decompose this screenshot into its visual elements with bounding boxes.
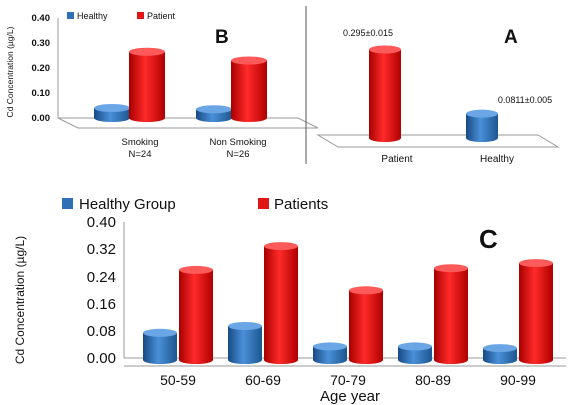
chart-c-ytick: 0.24 — [87, 269, 116, 286]
chart-b-ylabel: Cd Concentration (µg/L) — [5, 26, 15, 117]
chart-c-bar-healthy-3-body — [398, 346, 432, 364]
chart-c-panel-label: C — [479, 224, 498, 254]
chart-b-bar-patient-1-top — [231, 56, 267, 65]
chart-c-bar-healthy-2-top — [313, 342, 347, 351]
chart-c-bar-healthy-0 — [143, 328, 177, 364]
chart-c-xticks: 50-59 60-69 70-79 80-89 90-99 — [160, 372, 536, 388]
chart-c-bar-patient-2 — [349, 286, 383, 364]
legend-label-patients: Patients — [274, 196, 328, 213]
legend-swatch-patients — [258, 198, 269, 209]
chart-a-bar-0 — [369, 45, 401, 142]
chart-a: A 0.295±0.015 0.0811±0.005 Patient Healt… — [316, 27, 560, 165]
chart-a-bar-0-top — [369, 45, 401, 54]
chart-b-ytick: 0.20 — [32, 63, 51, 74]
chart-b-bar-patient-0 — [129, 47, 165, 122]
chart-c-bar-healthy-2 — [313, 342, 347, 364]
legend-label-patient: Patient — [147, 11, 176, 21]
chart-c-bar-patient-1-top — [264, 242, 298, 251]
chart-a-bars — [369, 45, 498, 142]
chart-b-ytick: 0.40 — [32, 13, 51, 24]
chart-c-xtick: 50-59 — [160, 372, 196, 388]
chart-c-bar-patient-2-top — [349, 286, 383, 295]
legend-label-healthy: Healthy — [77, 11, 108, 21]
chart-b-panel-label: B — [215, 27, 229, 48]
chart-c-ylabel: Cd Concentration (µg/L) — [13, 236, 27, 364]
chart-a-data-label: 0.295±0.015 — [343, 28, 393, 38]
chart-c-bar-healthy-3-top — [398, 342, 432, 351]
chart-c-bar-patient-4 — [519, 259, 553, 364]
chart-c-bar-healthy-4-top — [483, 344, 517, 353]
chart-c-bar-healthy-4-body — [483, 348, 517, 364]
chart-a-bar-1-top — [466, 109, 498, 118]
chart-b-bar-patient-1 — [231, 56, 267, 122]
chart-c-bar-patient-1 — [264, 242, 298, 364]
chart-c-xtick: 80-89 — [415, 372, 451, 388]
chart-b-bar-patient-0-top — [129, 47, 165, 56]
chart-b-xtick: N=24 — [129, 149, 152, 160]
chart-c-ytick: 0.16 — [87, 296, 116, 313]
chart-b-bar-healthy-0 — [94, 104, 130, 122]
chart-b-xtick: N=26 — [227, 149, 250, 160]
chart-c-bar-patient-2-body — [349, 290, 383, 364]
chart-c-bar-patient-4-body — [519, 263, 553, 364]
chart-b-bar-healthy-1 — [196, 105, 232, 122]
chart-b-ytick: 0.10 — [32, 88, 51, 99]
chart-a-bar-1 — [466, 109, 498, 142]
chart-c-bar-healthy-3 — [398, 342, 432, 364]
chart-b-bar-patient-1-body — [231, 60, 267, 122]
chart-c-xtick: 60-69 — [245, 372, 281, 388]
chart-a-floor — [316, 134, 560, 148]
chart-c-xtick: 70-79 — [330, 372, 366, 388]
chart-b-xticks: Smoking N=24 Non Smoking N=26 — [122, 137, 267, 160]
chart-c-bar-patient-0-top — [179, 265, 213, 274]
chart-b-bar-patient-0-body — [129, 51, 165, 122]
chart-c-bar-healthy-0-top — [143, 328, 177, 337]
chart-c: Cd Concentration (µg/L) Healthy Group Pa… — [13, 196, 566, 405]
legend-swatch-patient — [137, 12, 144, 19]
chart-a-bar-1-body — [466, 113, 498, 142]
chart-c-xtick: 90-99 — [500, 372, 536, 388]
chart-c-xlabel: Age year — [320, 388, 380, 405]
legend-swatch-healthy — [67, 12, 74, 19]
chart-a-bar-0-body — [369, 49, 401, 142]
chart-c-bar-patient-4-top — [519, 259, 553, 268]
chart-c-bar-healthy-1-body — [228, 326, 262, 364]
chart-b-xtick: Smoking — [122, 137, 159, 148]
chart-c-bar-healthy-1-top — [228, 322, 262, 330]
chart-c-bar-healthy-2-body — [313, 346, 347, 364]
chart-b-ytick: 0.00 — [32, 113, 51, 124]
chart-c-bar-healthy-0-body — [143, 332, 177, 364]
chart-b: 0.00 0.10 0.20 0.30 0.40 Cd Concentratio… — [5, 11, 319, 160]
chart-b-bars — [94, 47, 267, 122]
chart-c-bar-healthy-1 — [228, 322, 262, 364]
chart-c-ytick: 0.40 — [87, 214, 116, 231]
chart-c-bar-patient-3 — [434, 264, 468, 364]
chart-c-bar-patient-3-top — [434, 264, 468, 273]
chart-c-bar-healthy-4 — [483, 344, 517, 364]
chart-b-bar-healthy-0-top — [94, 104, 130, 112]
chart-c-yticks: 0.00 0.08 0.16 0.24 0.32 0.40 — [87, 214, 116, 367]
chart-c-ytick: 0.08 — [87, 323, 116, 340]
chart-b-yticks: 0.00 0.10 0.20 0.30 0.40 — [32, 13, 51, 124]
chart-b-xtick: Non Smoking — [209, 137, 266, 148]
chart-c-bar-patient-0 — [179, 265, 213, 364]
chart-c-bars — [143, 242, 553, 364]
chart-b-bar-healthy-1-top — [196, 105, 232, 114]
legend-label-healthy-group: Healthy Group — [79, 196, 176, 213]
legend-swatch-healthy-group — [62, 198, 73, 209]
chart-c-bar-patient-3-body — [434, 268, 468, 364]
chart-a-panel-label: A — [504, 27, 518, 48]
chart-a-xtick: Healthy — [480, 154, 514, 165]
chart-b-legend: Healthy Patient — [67, 11, 176, 21]
chart-c-bar-patient-1-body — [264, 246, 298, 364]
chart-c-ytick: 0.32 — [87, 241, 116, 258]
chart-b-ytick: 0.30 — [32, 38, 51, 49]
chart-c-legend: Healthy Group Patients — [62, 196, 328, 213]
chart-b-bar-healthy-0-body — [94, 108, 130, 122]
chart-a-data-label: 0.0811±0.005 — [498, 95, 552, 105]
chart-a-xtick: Patient — [381, 154, 412, 165]
chart-c-bar-patient-0-body — [179, 269, 213, 364]
chart-c-ytick: 0.00 — [87, 350, 116, 367]
